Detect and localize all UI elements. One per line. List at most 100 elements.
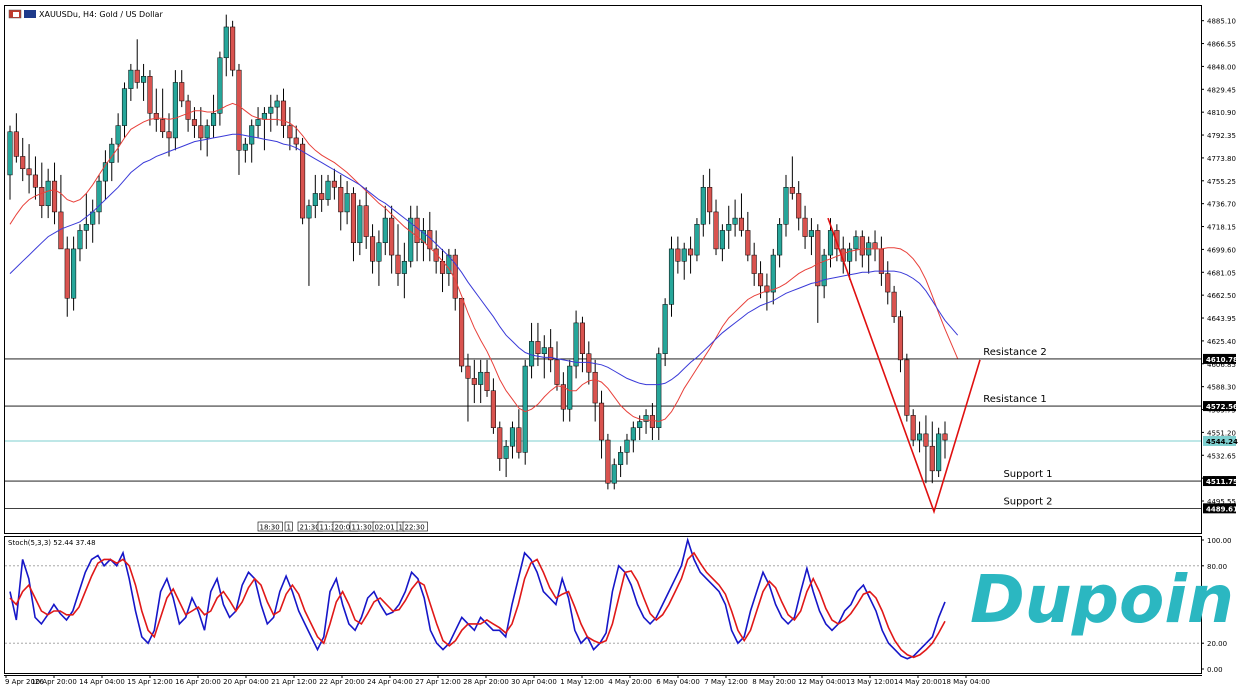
time-tick-label: 30 Apr 04:00 xyxy=(511,678,557,686)
stoch-tick-label: 20.00 xyxy=(1207,640,1227,648)
candle-body xyxy=(637,421,643,428)
candle-body xyxy=(713,211,719,250)
candle-body xyxy=(331,180,337,188)
candle-body xyxy=(306,205,312,219)
brand-logo: Dupoin xyxy=(970,561,1234,638)
candle-body xyxy=(904,359,910,416)
candle-body xyxy=(548,347,554,361)
candle-body xyxy=(929,445,935,472)
candle-body xyxy=(630,427,636,441)
candle-body xyxy=(280,100,287,126)
candle-body xyxy=(370,236,376,262)
price-tick-label: 4773.80 xyxy=(1207,155,1236,163)
price-tick-label: 4810.90 xyxy=(1207,109,1236,117)
level-price-tag-bg xyxy=(1203,503,1236,514)
price-tick-label: 4625.40 xyxy=(1207,338,1236,346)
candle-body xyxy=(401,260,407,274)
candle-body xyxy=(802,217,808,237)
price-tick-label: 4885.10 xyxy=(1207,18,1236,26)
candle-body xyxy=(897,316,904,361)
candle-body xyxy=(592,371,598,404)
session-marker-label: 18:30 xyxy=(260,524,280,532)
flag-icon xyxy=(24,10,36,18)
brand-logo-text: Dupoin xyxy=(970,561,1234,638)
price-tick-label: 4848.00 xyxy=(1207,63,1236,71)
candle-body xyxy=(179,82,185,102)
candle-body xyxy=(516,427,522,453)
candle-body xyxy=(777,224,783,256)
session-marker-label: 20:00 xyxy=(335,524,355,532)
price-tick-label: 4755.25 xyxy=(1207,178,1236,186)
candle-body xyxy=(121,88,128,126)
candle-body xyxy=(389,217,395,256)
price-tick-label: 4643.95 xyxy=(1207,315,1236,323)
level-price-tag: 4610.78 xyxy=(1206,356,1238,364)
price-tick-label: 4551.20 xyxy=(1207,429,1236,437)
candle-body xyxy=(32,174,38,188)
candle-body xyxy=(694,224,700,256)
candle-body xyxy=(738,217,745,231)
candle-body xyxy=(675,248,681,262)
candle-body xyxy=(726,224,732,231)
candle-body xyxy=(560,384,566,410)
candle-body xyxy=(147,76,153,114)
candle-body xyxy=(503,445,509,459)
candle-body xyxy=(668,248,675,305)
candle-body xyxy=(942,433,948,441)
price-tick-label: 4681.05 xyxy=(1207,269,1236,277)
session-marker-label: 1 xyxy=(287,524,291,532)
candle-body xyxy=(535,341,541,354)
time-tick-label: 10 Apr 20:00 xyxy=(31,678,77,686)
session-marker-label: 22:30 xyxy=(405,524,425,532)
candle-body xyxy=(554,359,560,385)
price-tick-label: 4532.65 xyxy=(1207,452,1236,460)
candle-body xyxy=(605,439,611,484)
candle-body xyxy=(643,415,649,422)
candle-body xyxy=(172,82,178,139)
chart-window-icon-inner xyxy=(13,12,19,17)
candle-body xyxy=(719,230,725,250)
candle-body xyxy=(478,371,484,385)
candle-body xyxy=(872,242,878,250)
price-tick-label: 4829.45 xyxy=(1207,86,1236,94)
candle-body xyxy=(102,162,108,182)
time-tick-label: 4 May 20:00 xyxy=(608,678,652,686)
candle-body xyxy=(204,125,210,139)
v-pattern-line[interactable] xyxy=(827,217,981,515)
candle-body xyxy=(350,193,357,243)
candle-body xyxy=(71,248,77,299)
candle-body xyxy=(325,180,331,200)
candle-body xyxy=(917,433,923,441)
candle-body xyxy=(185,100,191,120)
session-marker xyxy=(257,521,283,532)
candle-body xyxy=(618,452,624,465)
candle-body xyxy=(363,205,369,237)
stoch-tick-label: 100.00 xyxy=(1207,537,1232,545)
candle-body xyxy=(376,242,382,262)
price-tick-label: 4662.50 xyxy=(1207,292,1236,300)
level-price-tag-bg xyxy=(1203,401,1236,412)
time-tick-label: 28 Apr 20:00 xyxy=(463,678,509,686)
session-marker-label: 02:01 xyxy=(375,524,395,532)
stoch-tick-label: 80.00 xyxy=(1207,563,1227,571)
candle-body xyxy=(287,125,293,139)
price-tick-label: 4866.55 xyxy=(1207,41,1236,49)
window-title: XAUUSDu, H4: Gold / US Dollar xyxy=(8,9,163,19)
candle-body xyxy=(567,365,573,410)
candle-body xyxy=(77,230,83,250)
candle-body xyxy=(656,353,662,428)
time-tick-label: 20 Apr 04:00 xyxy=(223,678,269,686)
candle-body xyxy=(198,125,204,139)
session-marker xyxy=(284,521,293,532)
ma-fast-line xyxy=(9,102,959,423)
ma-slow-line xyxy=(9,133,959,386)
level-label: Resistance 1 xyxy=(983,394,1046,405)
candle-body xyxy=(497,427,503,459)
candle-body xyxy=(26,168,32,176)
time-tick-label: 8 May 20:00 xyxy=(752,678,796,686)
window-title-text: XAUUSDu, H4: Gold / US Dollar xyxy=(39,10,163,19)
candle-body xyxy=(459,297,465,367)
candle-body xyxy=(128,69,134,89)
candle-body xyxy=(300,143,306,219)
